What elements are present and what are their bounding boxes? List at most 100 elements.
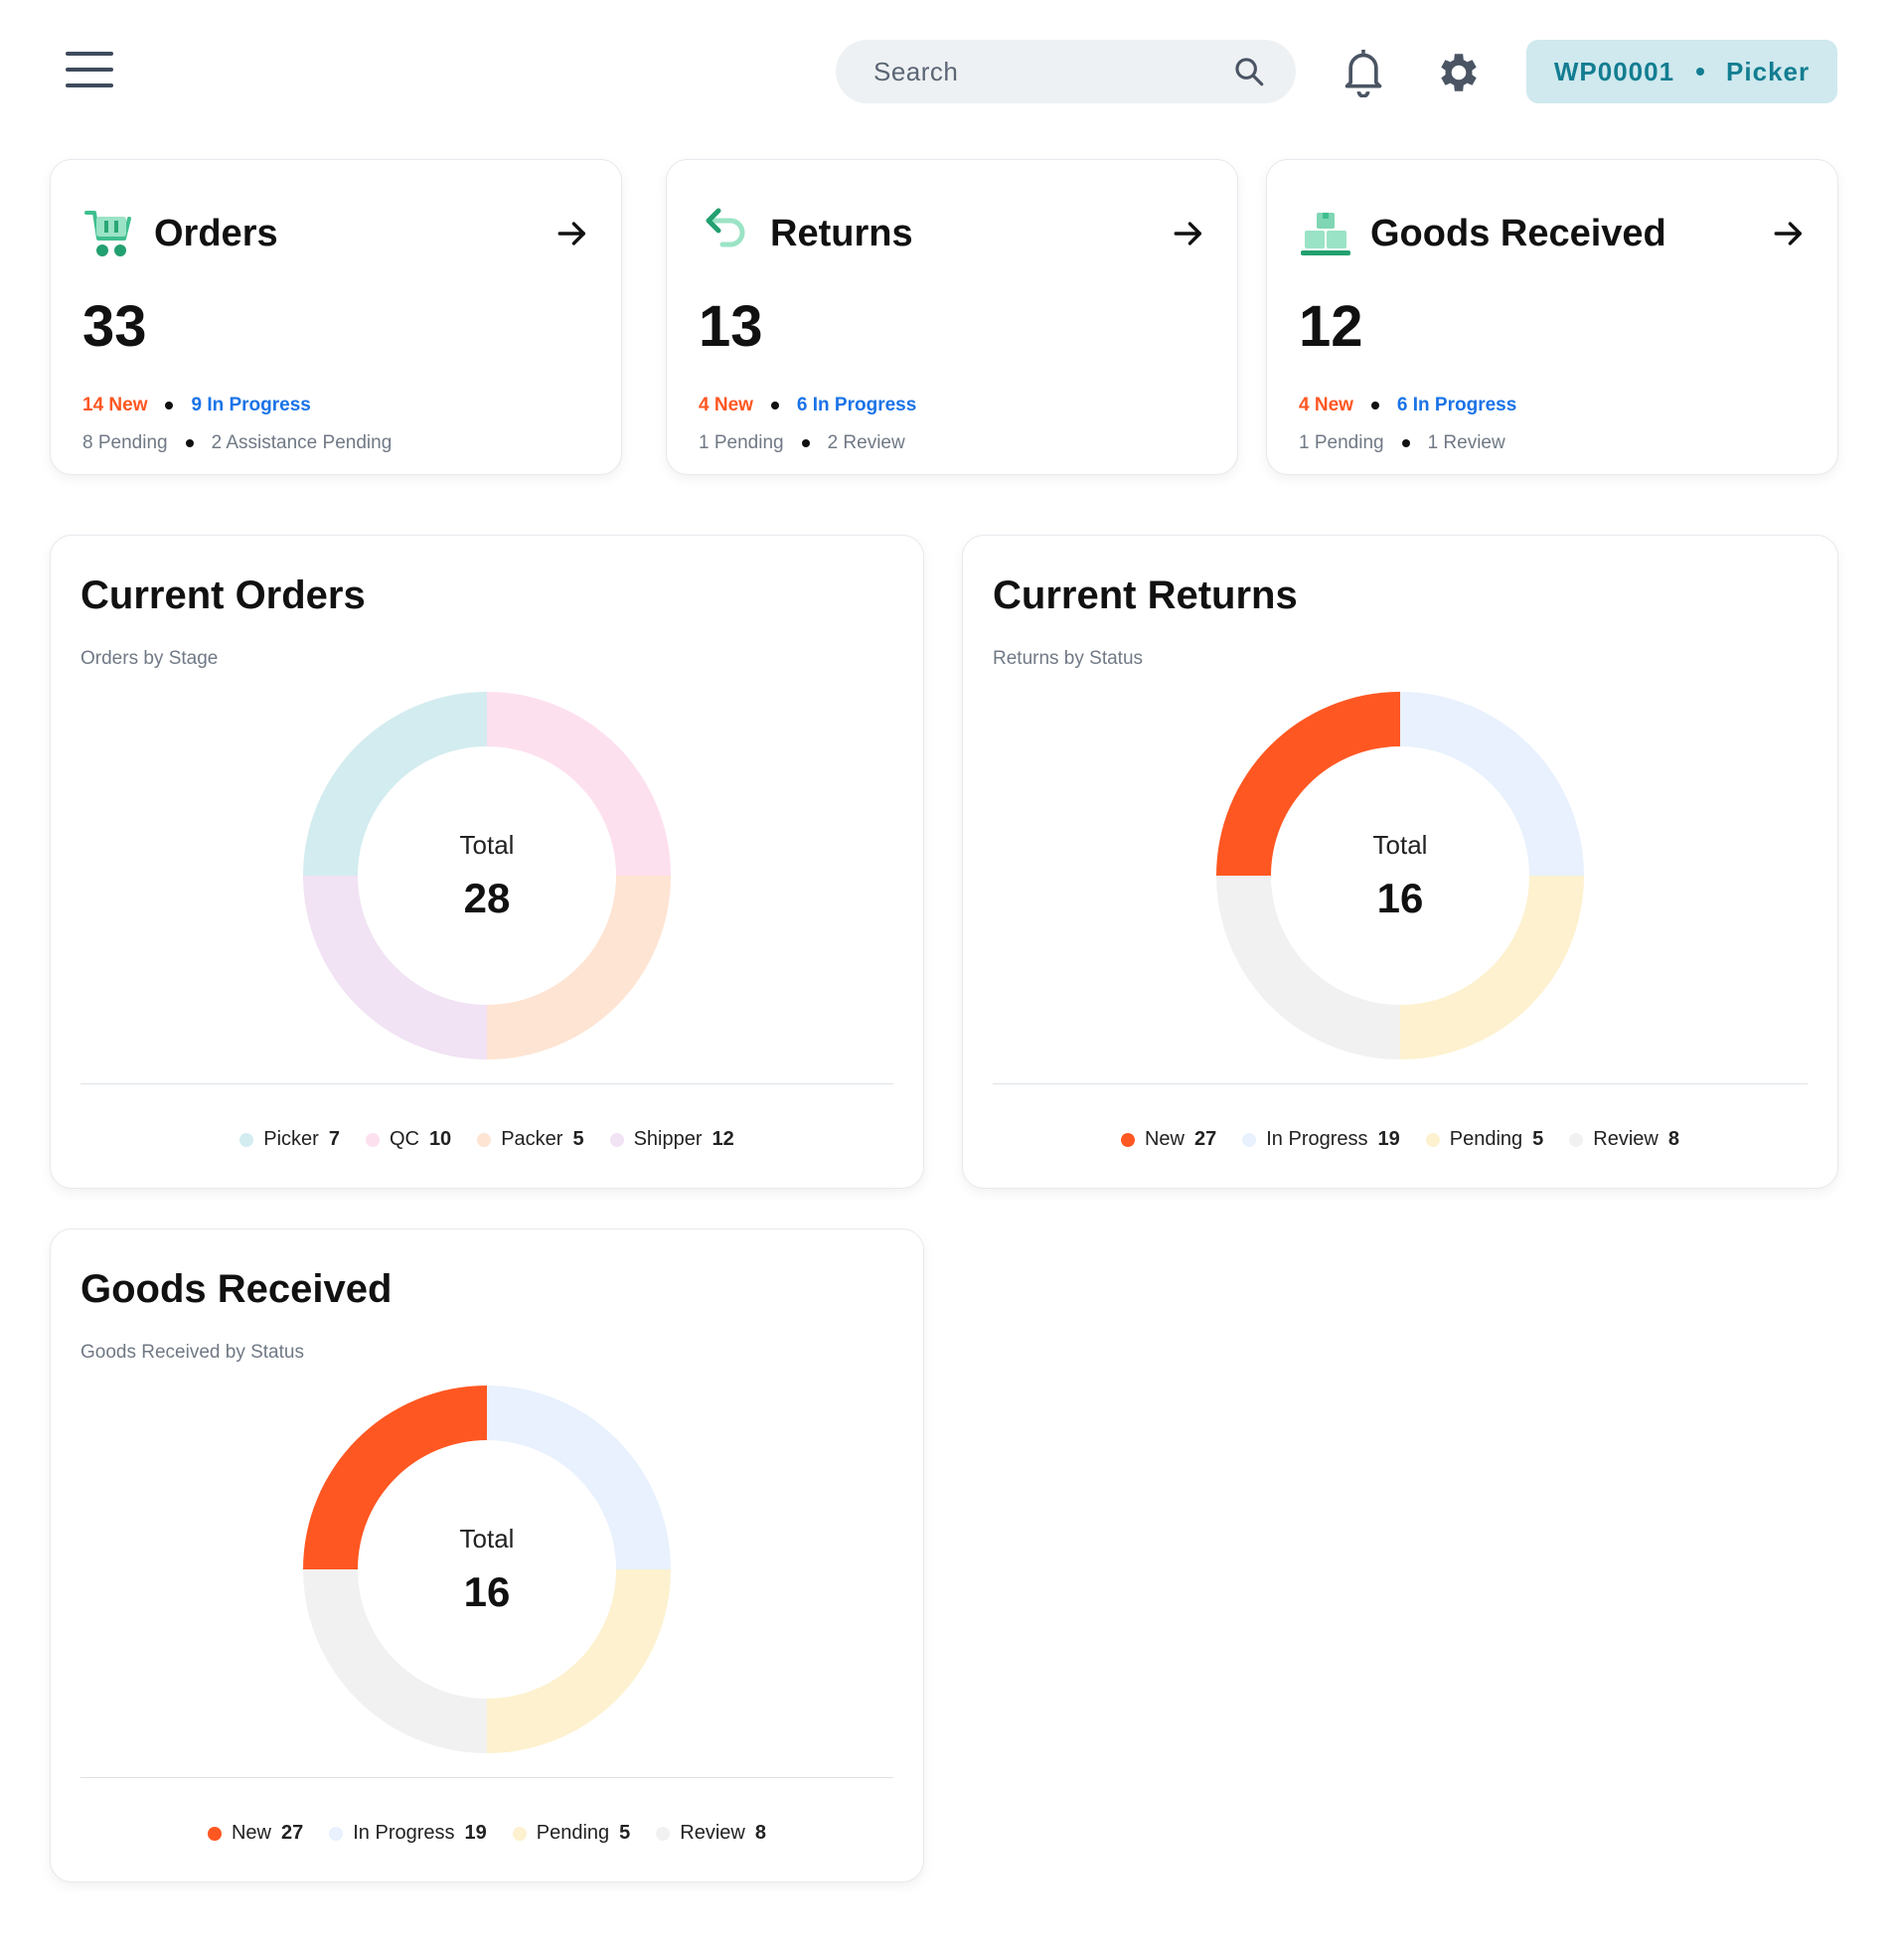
legend-swatch: [1120, 1132, 1135, 1147]
donut-chart: Total 28: [303, 692, 671, 1060]
boxes-icon: [1301, 213, 1350, 255]
donut-slice-review: [303, 1569, 487, 1753]
pending-count: 1 Pending: [699, 432, 784, 453]
divider: [993, 1083, 1808, 1084]
legend-item-in-progress: In Progress 19: [1242, 1128, 1400, 1151]
legend-swatch: [207, 1826, 222, 1841]
arrow-right-icon[interactable]: [555, 217, 589, 250]
current-returns-chart-card: Current Returns Returns by Status Total …: [962, 535, 1838, 1189]
legend-item-review: Review 8: [1569, 1128, 1679, 1151]
chart-title: Current Orders: [80, 573, 366, 617]
new-count: 14 New: [82, 395, 148, 415]
legend-swatch: [365, 1132, 380, 1147]
legend-label: Review: [1593, 1128, 1659, 1150]
legend-value: 8: [1667, 1128, 1679, 1150]
legend-value: 19: [464, 1822, 487, 1844]
donut-svg: [303, 692, 671, 1060]
legend-swatch: [1425, 1132, 1440, 1147]
bullet-dot: [185, 439, 194, 447]
donut-svg: [1216, 692, 1584, 1060]
legend-label: Packer: [501, 1128, 563, 1150]
bullet-dot: [770, 402, 779, 409]
legend-swatch: [609, 1132, 624, 1147]
legend-item-in-progress: In Progress 19: [329, 1822, 487, 1845]
legend-value: 8: [754, 1822, 766, 1844]
donut-center-value: 16: [1376, 874, 1424, 921]
in-progress-count: 6 In Progress: [1396, 395, 1517, 415]
card-title: Returns: [770, 212, 913, 254]
donut-slice-in-progress: [487, 1386, 671, 1569]
legend-value: 27: [281, 1822, 304, 1844]
search-icon[interactable]: [1232, 55, 1266, 88]
user-id: WP00001: [1553, 56, 1675, 86]
separator-dot: [1696, 68, 1705, 76]
notification-bell-icon[interactable]: [1342, 46, 1385, 97]
arrow-right-icon[interactable]: [1772, 217, 1806, 250]
legend-label: Pending: [536, 1822, 610, 1844]
legend-value: 19: [1377, 1128, 1400, 1150]
legend-item-pending: Pending 5: [1425, 1128, 1544, 1151]
pending-count: 8 Pending: [82, 432, 168, 453]
review-count: 1 Review: [1427, 432, 1505, 453]
legend-label: New: [231, 1822, 271, 1844]
donut-center-label: Total: [459, 829, 515, 860]
legend-swatch: [656, 1826, 671, 1841]
arrow-right-icon[interactable]: [1172, 217, 1205, 250]
hamburger-line: [66, 68, 113, 72]
in-progress-count: 6 In Progress: [796, 395, 917, 415]
donut-slice-pending: [487, 1569, 671, 1753]
legend-value: 27: [1194, 1128, 1217, 1150]
search-input[interactable]: [873, 56, 1232, 87]
divider: [80, 1777, 893, 1778]
in-progress-count: 9 In Progress: [191, 395, 311, 415]
donut-slice-packer: [487, 876, 671, 1060]
donut-slice-qc: [487, 692, 671, 876]
hamburger-line: [66, 83, 113, 87]
donut-chart: Total 16: [1216, 692, 1584, 1060]
legend-swatch: [1242, 1132, 1257, 1147]
legend-swatch: [512, 1826, 527, 1841]
legend-label: Picker: [263, 1128, 319, 1150]
legend-value: 12: [712, 1128, 734, 1150]
legend-swatch: [1569, 1132, 1584, 1147]
card-count: 13: [699, 294, 763, 359]
chart-legend: New 27 In Progress 19 Pending 5 Review 8: [80, 1822, 893, 1845]
returns-summary-card[interactable]: Returns 13 4 New 6 In Progress 1 Pending…: [666, 159, 1238, 475]
donut-slice-picker: [303, 692, 487, 876]
card-count: 12: [1299, 294, 1363, 359]
legend-item-qc: QC 10: [365, 1128, 451, 1151]
settings-gear-icon[interactable]: [1434, 48, 1484, 97]
card-title: Orders: [154, 212, 278, 254]
chart-subtitle: Orders by Stage: [80, 648, 219, 669]
goods-received-summary-card[interactable]: Goods Received 12 4 New 6 In Progress 1 …: [1266, 159, 1838, 475]
legend-label: New: [1144, 1128, 1185, 1150]
legend-item-new: New 27: [207, 1822, 304, 1845]
bullet-dot: [801, 439, 810, 447]
legend-value: 5: [619, 1822, 631, 1844]
user-badge[interactable]: WP00001 Picker: [1526, 40, 1837, 103]
return-icon: [706, 208, 745, 247]
donut-center-value: 28: [463, 874, 511, 921]
pending-count: 1 Pending: [1299, 432, 1384, 453]
hamburger-line: [66, 52, 113, 56]
new-count: 4 New: [1299, 395, 1353, 415]
donut-center-label: Total: [459, 1523, 515, 1553]
cart-icon: [84, 211, 131, 256]
legend-item-picker: Picker 7: [239, 1128, 340, 1151]
donut-slice-shipper: [303, 876, 487, 1060]
legend-item-packer: Packer 5: [477, 1128, 584, 1151]
legend-value: 5: [1532, 1128, 1544, 1150]
chart-subtitle: Returns by Status: [993, 648, 1144, 669]
orders-summary-card[interactable]: Orders 33 14 New 9 In Progress 8 Pending…: [50, 159, 622, 475]
donut-slice-in-progress: [1400, 692, 1584, 876]
donut-chart: Total 16: [303, 1386, 671, 1753]
donut-slice-pending: [1400, 876, 1584, 1060]
assistance-pending-count: 2 Assistance Pending: [211, 432, 393, 453]
divider: [80, 1083, 893, 1084]
menu-button[interactable]: [66, 52, 113, 87]
legend-label: Pending: [1449, 1128, 1523, 1150]
new-count: 4 New: [699, 395, 753, 415]
bullet-dot: [1370, 402, 1379, 409]
legend-swatch: [477, 1132, 492, 1147]
search-bar[interactable]: [836, 40, 1296, 103]
